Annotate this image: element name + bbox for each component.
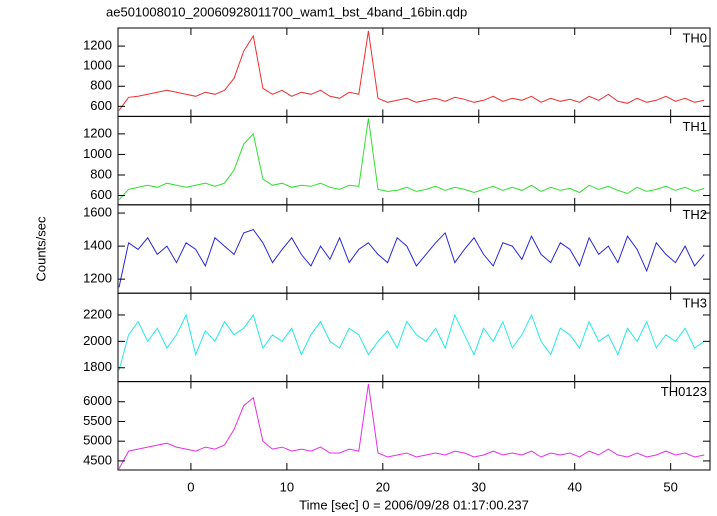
- x-tick-label: 20: [376, 479, 390, 494]
- y-tick-label: 600: [90, 187, 112, 202]
- panel-label: TH0: [682, 30, 707, 45]
- y-tick-label: 800: [90, 78, 112, 93]
- panel-label: TH3: [682, 296, 707, 311]
- y-tick-label: 4500: [83, 452, 112, 467]
- panel-frame: [117, 27, 711, 117]
- y-tick-label: 1000: [83, 146, 112, 161]
- panel-label: TH2: [682, 207, 707, 222]
- x-axis-label: Time [sec] 0 = 2006/09/28 01:17:00.237: [299, 497, 529, 512]
- x-tick-label: 0: [187, 479, 194, 494]
- y-tick-label: 5000: [83, 433, 112, 448]
- y-tick-label: 600: [90, 98, 112, 113]
- light-curve: [118, 383, 705, 470]
- y-axis-label: Counts/sec: [33, 216, 48, 282]
- y-tick-label: 1800: [83, 359, 112, 374]
- y-tick-label: 1600: [83, 204, 112, 219]
- x-tick-label: 10: [280, 479, 294, 494]
- y-tick-label: 1200: [83, 38, 112, 53]
- chart-title: ae501008010_20060928011700_wam1_bst_4ban…: [106, 4, 467, 19]
- y-tick-label: 1400: [83, 238, 112, 253]
- y-tick-label: 2200: [83, 306, 112, 321]
- y-tick-label: 1200: [83, 125, 112, 140]
- panel-frame: [117, 292, 711, 383]
- panel-label: TH0123: [661, 384, 707, 399]
- y-tick-label: 2000: [83, 333, 112, 348]
- x-tick-label: 30: [472, 479, 486, 494]
- x-tick-label: 40: [567, 479, 581, 494]
- y-tick-label: 800: [90, 166, 112, 181]
- light-curve: [118, 118, 705, 201]
- y-tick-label: 6000: [83, 393, 112, 408]
- panel-frame: [117, 381, 711, 471]
- panel-label: TH1: [682, 119, 707, 134]
- light-curve: [118, 313, 705, 371]
- light-curve: [118, 229, 705, 288]
- panel-frame: [117, 204, 711, 294]
- y-tick-label: 1000: [83, 58, 112, 73]
- y-tick-label: 1200: [83, 271, 112, 286]
- x-tick-label: 50: [663, 479, 677, 494]
- y-tick-label: 5500: [83, 413, 112, 428]
- light-curve: [118, 30, 705, 111]
